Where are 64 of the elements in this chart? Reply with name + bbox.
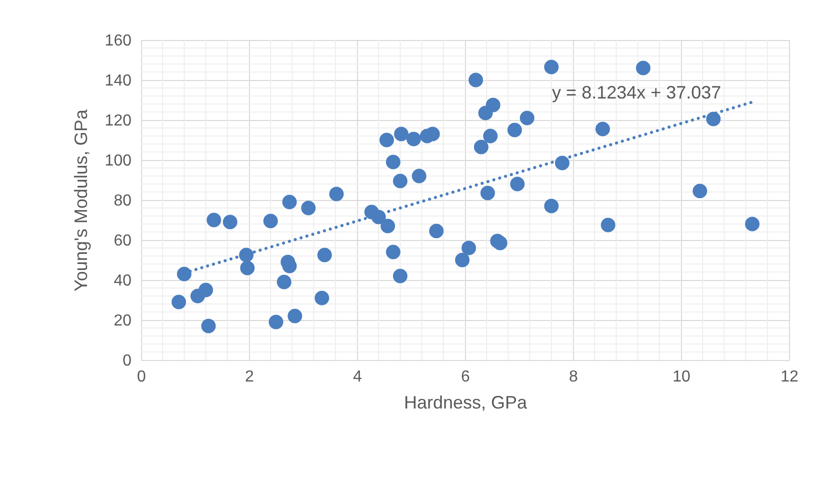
y-tick-label: 100 (104, 152, 132, 170)
x-tick-label: 10 (672, 368, 690, 386)
y-axis-title: Young's Modulus, GPa (70, 108, 91, 292)
point (462, 240, 476, 256)
point (692, 184, 708, 198)
point (544, 198, 559, 214)
point (379, 132, 394, 148)
point (176, 266, 192, 282)
point (288, 308, 302, 324)
point (172, 294, 186, 310)
point (600, 218, 616, 232)
point (386, 244, 400, 260)
point (544, 60, 559, 74)
point (483, 128, 498, 144)
point (394, 126, 409, 142)
point (380, 218, 396, 234)
point (510, 176, 525, 192)
x-tick-label: 4 (353, 368, 362, 386)
x-tick-label: 0 (137, 368, 146, 386)
point (329, 186, 344, 202)
y-tick-label: 60 (114, 232, 132, 250)
point (268, 314, 284, 330)
point (429, 224, 444, 238)
x-tick-label: 6 (461, 368, 470, 386)
x-axis-title: Hardness, GPa (404, 392, 528, 412)
y-tick-label: 40 (114, 272, 132, 290)
point (520, 110, 534, 126)
y-tick-label: 160 (104, 32, 132, 50)
point (198, 282, 214, 298)
point (406, 132, 421, 146)
point (636, 60, 650, 76)
point (486, 98, 500, 112)
point (554, 156, 570, 170)
point (222, 214, 238, 230)
point (201, 318, 216, 334)
point (392, 174, 408, 188)
point (206, 212, 222, 228)
y-tick-label: 0 (122, 352, 132, 370)
point (468, 72, 484, 88)
point (507, 122, 522, 138)
point (386, 154, 400, 170)
y-tick-label: 140 (104, 72, 132, 90)
annotation: y = 8.1234x + 37.037 (552, 82, 722, 102)
point (314, 290, 330, 306)
x-tick-label: 12 (780, 368, 798, 386)
point (455, 252, 470, 268)
point (276, 274, 292, 290)
point (301, 200, 316, 216)
point (263, 214, 278, 228)
point (240, 260, 255, 276)
point (317, 248, 332, 262)
x-tick-label: 8 (569, 368, 578, 386)
point (480, 186, 495, 200)
y-tick-label: 20 (114, 312, 132, 330)
point (706, 112, 721, 126)
point (595, 122, 610, 136)
point (474, 140, 488, 154)
y-tick-label: 120 (104, 112, 132, 130)
point (412, 168, 426, 184)
point (745, 216, 760, 232)
x-tick-label: 2 (245, 368, 254, 386)
point (392, 268, 408, 284)
point (282, 194, 297, 210)
y-tick-label: 80 (114, 192, 132, 210)
